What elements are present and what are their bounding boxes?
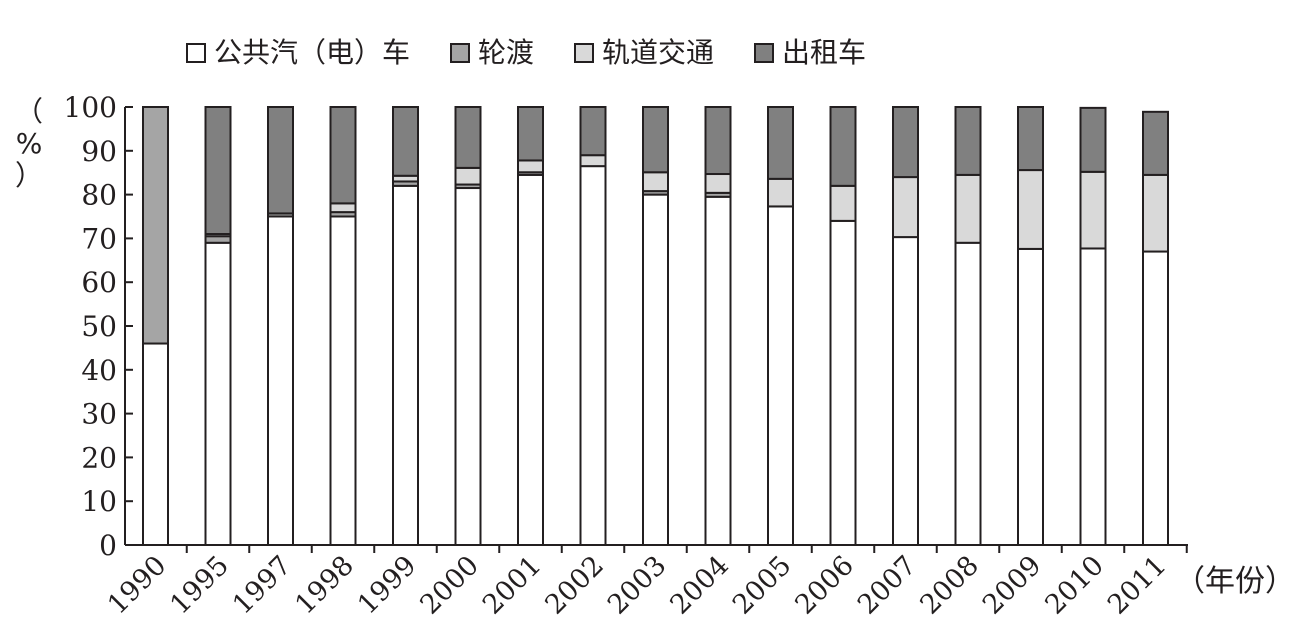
bar-segment — [1081, 108, 1106, 172]
bar-segment — [1143, 252, 1168, 545]
x-tick-label: 2004 — [664, 550, 735, 621]
x-tick-label: 2005 — [727, 550, 798, 621]
bar-segment — [331, 217, 356, 546]
y-tick-label: 10 — [81, 485, 117, 518]
bar-segment — [268, 107, 293, 213]
y-tick-label: 90 — [81, 135, 117, 168]
bar-segment — [393, 186, 418, 545]
x-tick-label: 2009 — [977, 550, 1048, 621]
x-tick-label: 2000 — [414, 550, 485, 621]
bar-segment — [331, 203, 356, 212]
y-tick-label: 70 — [81, 222, 117, 255]
bar-segment — [768, 179, 793, 207]
bar-segment — [893, 177, 918, 237]
x-tick-label: 2007 — [852, 550, 923, 621]
bar-segment — [1018, 170, 1043, 249]
bar-segment — [206, 243, 231, 545]
bar-segment — [643, 195, 668, 545]
x-axis-label: （年份） — [1175, 556, 1292, 600]
x-tick-label: 2002 — [539, 550, 610, 621]
bar-segment — [893, 237, 918, 545]
x-tick-label: 1998 — [289, 550, 360, 621]
y-tick-label: 0 — [99, 529, 117, 562]
x-tick-label: 2006 — [789, 550, 860, 621]
y-tick-label: 100 — [64, 91, 117, 124]
bar-segment — [956, 175, 981, 243]
bar-segment — [268, 217, 293, 546]
y-tick-label: 20 — [81, 441, 117, 474]
bar-segment — [768, 206, 793, 545]
bar-segment — [831, 221, 856, 545]
x-tick-label: 2008 — [914, 550, 985, 621]
bar-segment — [518, 160, 543, 172]
bar-segment — [331, 107, 356, 203]
bar-segment — [456, 107, 481, 168]
x-tick-label: 2010 — [1039, 550, 1110, 621]
bar-segment — [143, 107, 168, 344]
y-tick-label: 50 — [81, 310, 117, 343]
bar-segment — [1143, 112, 1168, 175]
bar-segment — [393, 107, 418, 176]
x-tick-label: 2003 — [602, 550, 673, 621]
bar-segment — [1018, 107, 1043, 170]
y-tick-label: 30 — [81, 398, 117, 431]
x-tick-label: 1997 — [227, 550, 298, 621]
x-tick-label: 2011 — [1102, 550, 1173, 621]
y-tick-label: 80 — [81, 179, 117, 212]
x-tick-label: 2001 — [477, 550, 548, 621]
bar-segment — [206, 107, 231, 234]
bar-segment — [1018, 249, 1043, 545]
bar-segment — [706, 174, 731, 193]
bar-segment — [518, 107, 543, 160]
bar-segment — [831, 186, 856, 221]
bar-segment — [643, 172, 668, 191]
bar-segment — [706, 197, 731, 545]
bar-segment — [768, 107, 793, 179]
y-tick-label: 60 — [81, 266, 117, 299]
bar-segment — [1143, 175, 1168, 252]
bar-segment — [456, 188, 481, 545]
x-tick-label: 1999 — [352, 550, 423, 621]
bar-segment — [1081, 248, 1106, 545]
x-tick-label: 1995 — [164, 550, 235, 621]
bar-segment — [456, 168, 481, 185]
bar-segment — [643, 107, 668, 172]
bar-segment — [831, 107, 856, 186]
bar-segment — [581, 166, 606, 545]
bar-segment — [956, 107, 981, 175]
bar-segment — [893, 107, 918, 177]
bar-segment — [1081, 172, 1106, 249]
bar-segment — [581, 107, 606, 155]
bar-segment — [706, 107, 731, 174]
y-tick-label: 40 — [81, 354, 117, 387]
bar-segment — [143, 344, 168, 545]
bar-segment — [518, 175, 543, 545]
bar-segment — [956, 243, 981, 545]
bar-segment — [581, 155, 606, 166]
